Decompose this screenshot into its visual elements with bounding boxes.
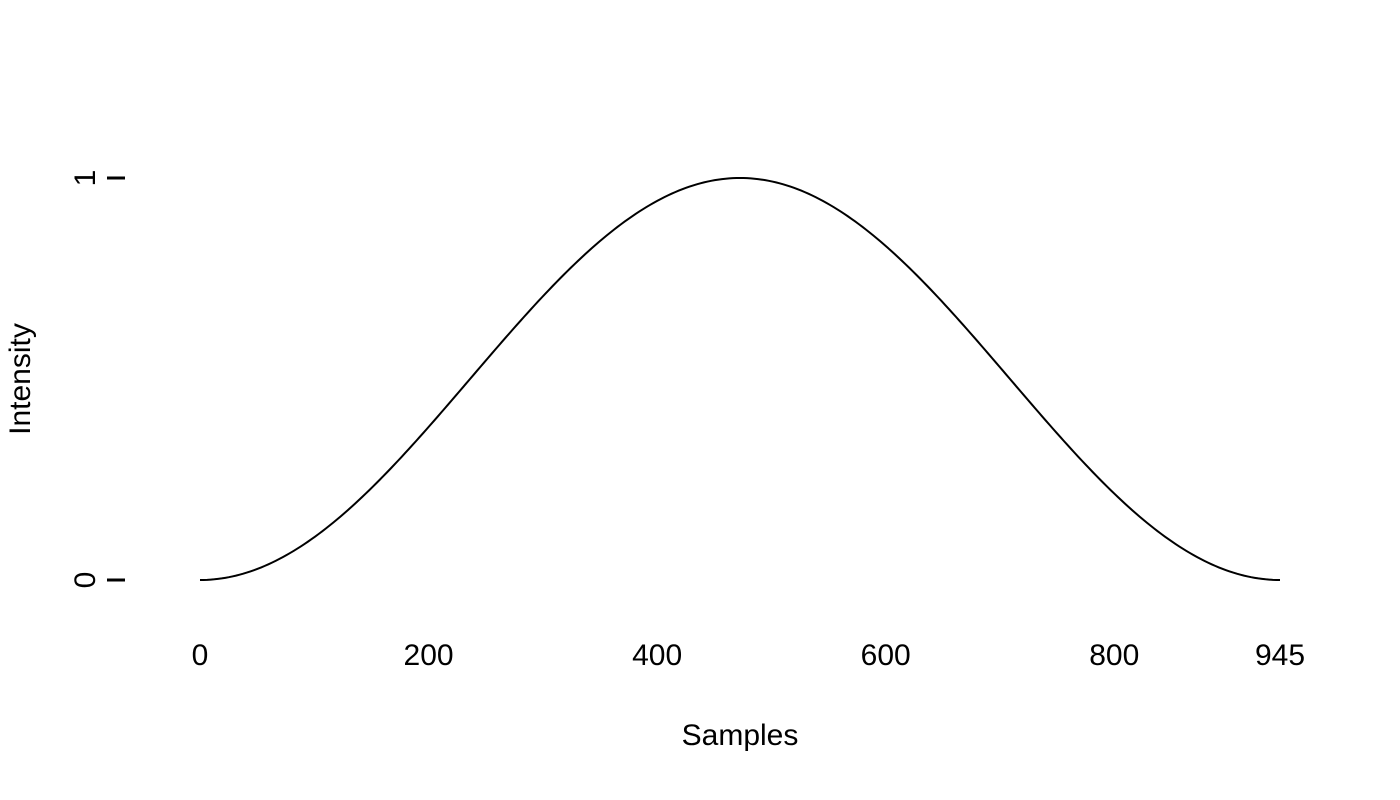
x-tick-label: 945 — [1255, 639, 1305, 672]
x-tick-label: 800 — [1089, 639, 1139, 672]
chart-background — [0, 0, 1400, 800]
y-axis-label: Intensity — [4, 323, 37, 435]
x-tick-label: 200 — [404, 639, 454, 672]
x-tick-label: 0 — [192, 639, 209, 672]
x-axis-label: Samples — [682, 719, 799, 752]
x-tick-label: 600 — [861, 639, 911, 672]
chart-svg: 0 200 400 600 800 945 0 1 Samples Intensity — [0, 0, 1400, 800]
intensity-chart: 0 200 400 600 800 945 0 1 Samples Intensity — [0, 0, 1400, 800]
y-tick-label: 1 — [69, 170, 102, 187]
y-tick-label: 0 — [69, 572, 102, 589]
x-tick-label: 400 — [632, 639, 682, 672]
